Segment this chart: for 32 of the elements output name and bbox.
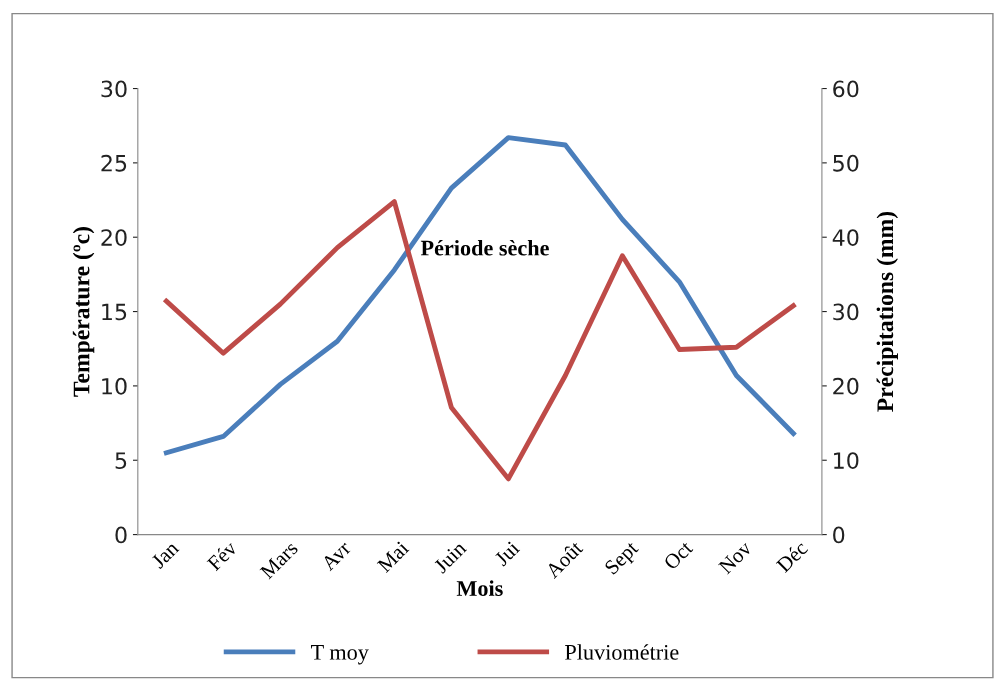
line-series xyxy=(163,199,796,482)
y-tick-label: 15 xyxy=(102,303,127,321)
y-tick-label: 0 xyxy=(115,526,127,544)
y2-tick-label: 10 xyxy=(834,452,859,469)
y-tick-label: 10 xyxy=(102,377,127,395)
y-tick-label: 30 xyxy=(101,80,127,98)
legend-label: Pluviométrie xyxy=(565,644,679,660)
annotation: Période sèche xyxy=(420,239,549,256)
x-tick-label: Jan xyxy=(150,540,180,570)
x-tick-label: Fév xyxy=(206,539,239,572)
x-tick-label: Nov xyxy=(718,540,753,575)
x-tick-label: Mai xyxy=(376,540,410,574)
x-tick-label: Déc xyxy=(775,539,809,574)
x-axis-title: Mois xyxy=(456,580,503,596)
legend-label: T moy xyxy=(311,645,369,665)
y2-tick-label: 50 xyxy=(833,154,859,172)
y2-axis-title: Précipitations (mm) xyxy=(876,211,898,412)
x-tick-label: Oct xyxy=(663,540,694,571)
y-axis-title: Température (ºc) xyxy=(72,227,95,397)
line-series xyxy=(163,135,796,456)
x-tick-label: Sept xyxy=(604,540,643,579)
y2-tick-label: 20 xyxy=(833,377,859,395)
y-tick-label: 20 xyxy=(101,229,127,246)
y2-tick-label: 30 xyxy=(833,303,859,321)
y-tick-label: 25 xyxy=(101,154,127,172)
y-tick-label: 5 xyxy=(115,452,127,469)
y2-tick-label: 60 xyxy=(833,80,859,98)
x-tick-label: Jui xyxy=(493,540,521,567)
x-tick-label: Juin xyxy=(433,540,468,575)
y2-tick-label: 40 xyxy=(832,229,859,246)
x-tick-label: Avr xyxy=(320,540,352,572)
y2-tick-label: 0 xyxy=(833,526,845,544)
